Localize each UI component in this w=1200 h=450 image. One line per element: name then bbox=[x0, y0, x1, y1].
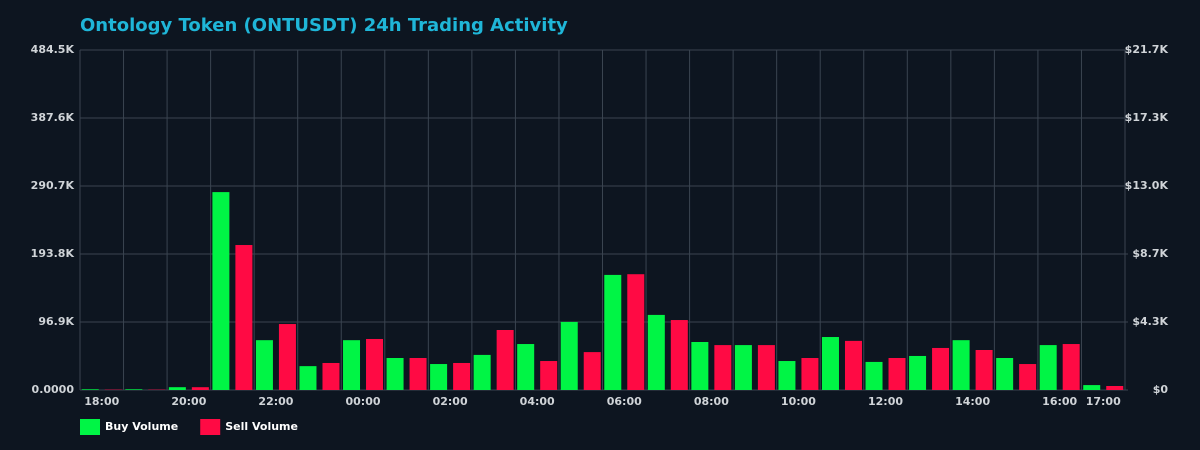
bar bbox=[627, 274, 645, 390]
bar bbox=[473, 354, 491, 390]
y-tick-label: 484.5K bbox=[31, 43, 75, 56]
y2-tick-label: $8.7K bbox=[1132, 247, 1168, 260]
bar bbox=[714, 345, 732, 390]
bar bbox=[801, 358, 819, 390]
bar bbox=[604, 274, 622, 390]
bar bbox=[821, 337, 839, 390]
bar bbox=[278, 324, 296, 390]
x-tick-label: 17:00 bbox=[1086, 395, 1121, 408]
bar bbox=[453, 362, 471, 390]
bar bbox=[670, 320, 688, 390]
bar bbox=[430, 364, 448, 390]
y-tick-label: 193.8K bbox=[31, 247, 75, 260]
y-tick-label: 290.7K bbox=[31, 179, 75, 192]
bar bbox=[865, 361, 883, 390]
bar bbox=[540, 361, 558, 390]
x-tick-label: 14:00 bbox=[955, 395, 990, 408]
legend-label: Sell Volume bbox=[225, 420, 298, 433]
y-tick-label: 0.0000 bbox=[32, 383, 75, 396]
bar bbox=[125, 389, 143, 390]
x-tick-label: 08:00 bbox=[694, 395, 729, 408]
x-tick-label: 18:00 bbox=[84, 395, 119, 408]
y2-tick-label: $13.0K bbox=[1125, 179, 1169, 192]
bar bbox=[844, 340, 862, 390]
bar bbox=[191, 387, 209, 390]
bar bbox=[1062, 344, 1080, 390]
bar bbox=[1019, 364, 1037, 390]
bar bbox=[734, 345, 752, 390]
bar bbox=[583, 352, 601, 390]
bar bbox=[366, 338, 384, 390]
bar bbox=[932, 347, 950, 390]
bar bbox=[1083, 385, 1101, 390]
x-tick-label: 02:00 bbox=[433, 395, 468, 408]
bar bbox=[1039, 345, 1057, 390]
bar bbox=[1106, 386, 1124, 390]
bar bbox=[81, 389, 99, 390]
bar bbox=[322, 362, 340, 390]
legend-swatch bbox=[200, 419, 221, 435]
x-tick-label: 12:00 bbox=[868, 395, 903, 408]
bar bbox=[560, 321, 578, 390]
bar bbox=[757, 345, 775, 390]
bar bbox=[778, 361, 796, 390]
bar bbox=[647, 314, 665, 390]
bar bbox=[496, 330, 514, 390]
bar bbox=[212, 192, 230, 390]
bar bbox=[235, 245, 253, 390]
bar bbox=[517, 344, 535, 390]
x-tick-label: 20:00 bbox=[171, 395, 206, 408]
bar bbox=[386, 358, 404, 390]
bar bbox=[952, 340, 970, 390]
y2-tick-label: $0 bbox=[1153, 383, 1169, 396]
x-tick-label: 04:00 bbox=[520, 395, 555, 408]
x-tick-label: 22:00 bbox=[258, 395, 293, 408]
x-tick-label: 06:00 bbox=[607, 395, 642, 408]
legend-swatch bbox=[80, 419, 100, 435]
bar bbox=[909, 355, 927, 390]
y2-tick-label: $21.7K bbox=[1125, 43, 1169, 56]
y-tick-label: 96.9K bbox=[38, 315, 74, 328]
chart-title: Ontology Token (ONTUSDT) 24h Trading Act… bbox=[80, 15, 568, 36]
y2-tick-label: $4.3K bbox=[1132, 315, 1168, 328]
bar bbox=[888, 358, 906, 390]
y2-tick-label: $17.3K bbox=[1125, 111, 1169, 124]
bar bbox=[409, 358, 427, 390]
bar bbox=[996, 358, 1014, 390]
bar bbox=[255, 340, 273, 390]
x-tick-label: 16:00 bbox=[1042, 395, 1077, 408]
bar bbox=[975, 350, 993, 390]
bar bbox=[168, 387, 186, 390]
x-tick-label: 10:00 bbox=[781, 395, 816, 408]
legend-label: Buy Volume bbox=[105, 420, 178, 433]
x-tick-label: 00:00 bbox=[346, 395, 381, 408]
y-tick-label: 387.6K bbox=[31, 111, 75, 124]
bar bbox=[343, 340, 361, 390]
bar bbox=[691, 342, 709, 390]
bar bbox=[299, 366, 317, 390]
